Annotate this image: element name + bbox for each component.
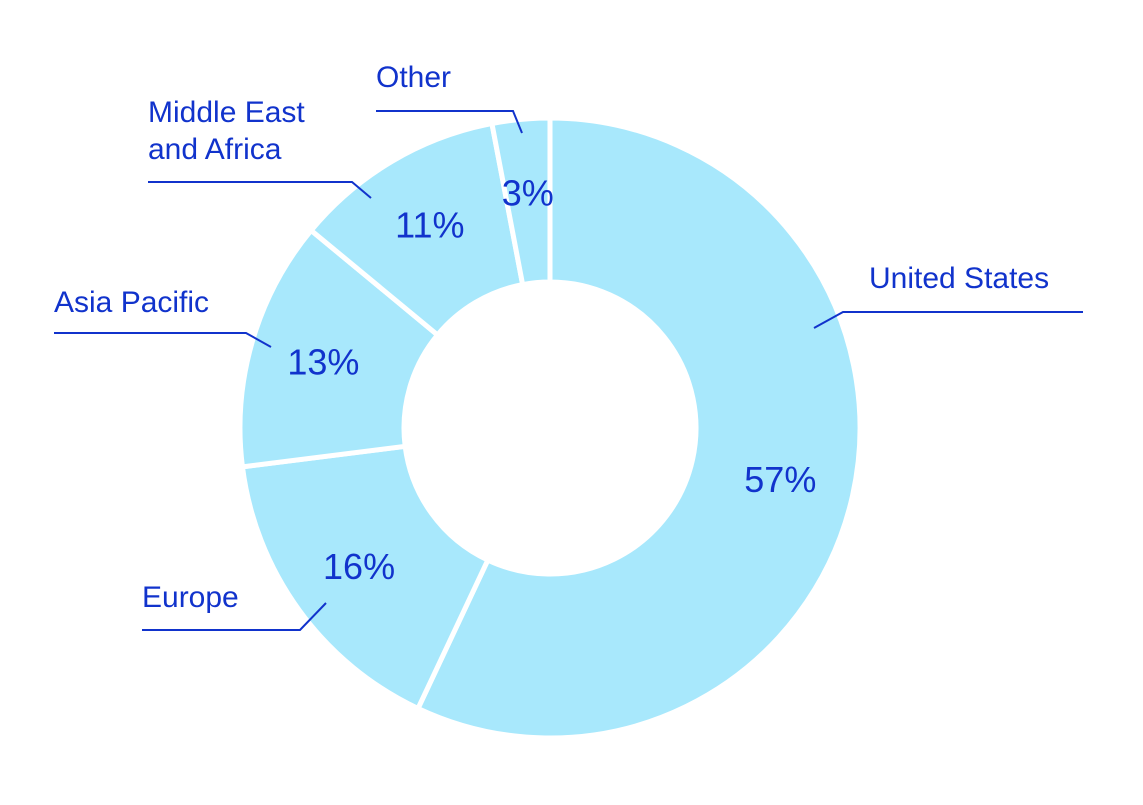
category-label-europe: Europe (142, 581, 239, 614)
category-label-other: Other (376, 61, 451, 94)
percent-label-middle-east-and-africa: 11% (395, 204, 464, 245)
leader-line-united-states (813, 311, 1083, 329)
donut-slices (237, 115, 863, 741)
leader-lines (54, 110, 1083, 631)
percent-label-asia-pacific: 13% (287, 342, 359, 383)
leader-line-middle-east (148, 181, 372, 199)
category-label-middle-east-line2: and Africa (148, 133, 282, 166)
leader-line-other (376, 110, 523, 134)
category-label-middle-east-line1: Middle East (148, 96, 305, 129)
slice-europe (239, 443, 492, 712)
percent-label-europe: 16% (323, 546, 395, 587)
category-label-asia-pacific: Asia Pacific (54, 286, 209, 319)
slice-other (488, 115, 553, 288)
leader-line-europe (142, 602, 327, 631)
leader-line-asia-pacific (54, 332, 272, 348)
category-labels: United States Europe Asia Pacific Middle… (54, 61, 1049, 614)
category-label-united-states: United States (869, 262, 1049, 295)
percent-label-united-states: 57% (744, 459, 816, 500)
percent-label-other: 3% (502, 173, 554, 214)
slice-asia-pacific (237, 226, 442, 470)
slice-united-states (414, 115, 863, 741)
percent-labels: 57% 16% 13% 11% 3% (287, 173, 816, 588)
